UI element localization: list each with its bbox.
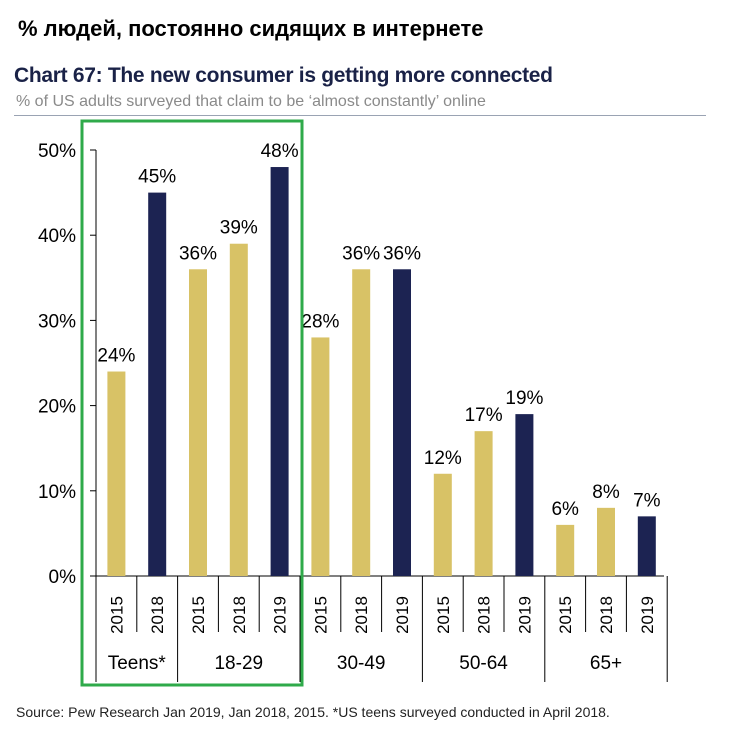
title-divider [14, 115, 706, 116]
chart-title: Chart 67: The new consumer is getting mo… [14, 64, 553, 87]
x-year-label: 2015 [107, 596, 126, 634]
bar-value-label: 36% [383, 243, 421, 264]
bar [393, 269, 411, 576]
source-note: Source: Pew Research Jan 2019, Jan 2018,… [16, 704, 610, 720]
y-tick-label: 10% [38, 482, 76, 503]
bar-value-label: 19% [505, 388, 543, 409]
bar [352, 269, 371, 576]
bar [107, 371, 126, 576]
bar-value-label: 39% [220, 218, 258, 239]
bar [474, 431, 493, 576]
bar [556, 524, 575, 576]
bar-value-label: 12% [424, 448, 462, 469]
x-group-label: 50-64 [459, 653, 508, 674]
x-year-label: 2018 [352, 596, 371, 634]
y-tick-label: 50% [38, 141, 76, 162]
page-heading: % людей, постоянно сидящих в интернете [18, 16, 484, 41]
bar-value-label: 45% [138, 167, 176, 188]
x-year-label: 2015 [189, 596, 208, 634]
y-tick-label: 0% [49, 567, 77, 588]
highlight-box [80, 119, 304, 687]
bar [433, 473, 452, 576]
bar-value-label: 17% [465, 405, 503, 426]
x-year-label: 2019 [515, 596, 534, 634]
x-year-label: 2015 [311, 596, 330, 634]
x-year-label: 2018 [475, 596, 494, 634]
bar-chart: 0% 10% 20% 30% 40% 50% 24% 2015 45% 2018 36% 2015 39… [38, 119, 668, 687]
bar [311, 337, 330, 576]
bar [597, 507, 615, 576]
x-year-label: 2019 [393, 596, 412, 634]
bar [515, 414, 534, 576]
bar-value-label: 6% [551, 499, 579, 520]
bar [270, 167, 289, 577]
bar-value-label: 48% [261, 141, 299, 162]
x-year-label: 2015 [556, 596, 575, 634]
x-year-label: 2015 [434, 596, 453, 634]
bar-value-label: 7% [633, 490, 661, 511]
x-year-label: 2018 [597, 596, 616, 634]
bar-value-label: 36% [179, 243, 217, 264]
y-tick-label: 40% [38, 226, 76, 247]
x-year-label: 2018 [148, 596, 167, 634]
x-year-label: 2019 [638, 596, 657, 634]
x-year-label: 2019 [271, 596, 290, 634]
bar [637, 516, 656, 576]
bar [189, 269, 207, 576]
bar-value-label: 24% [97, 346, 135, 367]
bar-value-label: 36% [342, 243, 380, 264]
bar [229, 243, 248, 576]
y-tick-label: 30% [38, 311, 76, 332]
x-group-label: 30-49 [337, 653, 386, 674]
chart-subtitle: % of US adults surveyed that claim to be… [16, 93, 486, 110]
x-group-label: Teens* [108, 653, 167, 674]
x-year-label: 2018 [230, 596, 249, 634]
bar-value-label: 28% [301, 311, 339, 332]
x-group-label: 18-29 [214, 653, 263, 674]
bar [148, 192, 167, 576]
x-group-label: 65+ [590, 653, 622, 674]
y-tick-label: 20% [38, 397, 76, 418]
bar-value-label: 8% [592, 482, 620, 503]
